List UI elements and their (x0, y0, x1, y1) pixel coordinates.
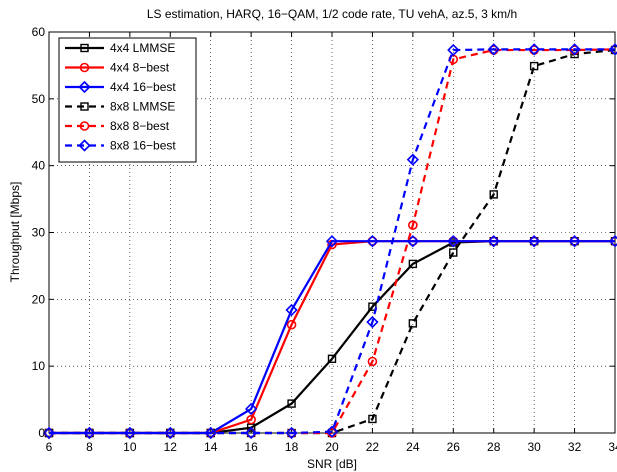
data-point (368, 302, 377, 311)
legend-entry: 4x4 16−best (65, 80, 176, 94)
legend-label: 8x8 16−best (110, 139, 176, 153)
data-point (325, 235, 339, 248)
data-point (608, 235, 617, 248)
data-point (286, 319, 297, 330)
data-point (366, 235, 379, 248)
data-point (608, 43, 617, 56)
data-point (123, 426, 136, 440)
x-axis-label: SNR [dB] (307, 457, 357, 471)
data-point (245, 426, 258, 440)
data-point (447, 235, 460, 248)
data-point (42, 426, 56, 440)
data-point (204, 426, 217, 440)
data-point (489, 190, 498, 199)
legend-label: 4x4 16−best (110, 80, 176, 94)
data-point (287, 399, 296, 408)
x-tick-label: 14 (204, 440, 218, 454)
y-tick-label: 0 (38, 426, 45, 440)
legend-box (58, 37, 197, 163)
data-point (406, 153, 419, 166)
data-point (487, 43, 500, 56)
legend-label: 8x8 LMMSE (110, 100, 175, 114)
legend-entry: 8x8 16−best (65, 139, 176, 153)
x-tick-label: 30 (527, 440, 541, 454)
data-point (487, 235, 500, 248)
series-layer (42, 43, 617, 440)
data-point (529, 61, 539, 71)
y-tick-label: 20 (32, 292, 46, 306)
y-tick-label: 50 (32, 92, 46, 106)
data-point (570, 49, 579, 59)
legend-marker (80, 102, 89, 111)
x-tick-label: 24 (406, 440, 420, 454)
x-tick-label: 6 (46, 440, 53, 454)
legend-marker (79, 62, 90, 73)
legend-marker (78, 139, 91, 152)
legend-label: 4x4 8−best (110, 61, 170, 75)
data-point (285, 426, 298, 440)
series-line (49, 48, 616, 435)
legend-entry: 4x4 LMMSE (65, 41, 175, 55)
x-tick-label: 22 (366, 440, 380, 454)
legend-label: 8x8 8−best (110, 119, 170, 133)
data-point (366, 315, 379, 329)
legend-marker (78, 80, 91, 94)
series-line (49, 240, 615, 435)
legend-entry: 8x8 8−best (65, 119, 170, 133)
x-tick-label: 16 (244, 440, 258, 454)
data-point (408, 319, 418, 328)
y-tick-label: 60 (32, 25, 46, 39)
x-tick-label: 28 (487, 440, 501, 454)
data-point (528, 43, 541, 56)
legend-entry: 8x8 LMMSE (65, 100, 175, 114)
y-tick-label: 10 (32, 359, 46, 373)
x-tick-label: 8 (86, 440, 93, 454)
grid (49, 32, 615, 433)
x-tick-label: 34 (608, 440, 617, 454)
series-6 (42, 43, 617, 440)
y-tick-label: 40 (32, 159, 46, 173)
x-tick-labels: 6 8 10 12 14 16 18 20 22 24 26 28 30 32 34 (46, 440, 617, 454)
x-tick-label: 12 (164, 440, 178, 454)
data-point (568, 235, 581, 248)
data-point (408, 259, 418, 269)
data-point (568, 43, 581, 56)
x-tick-label: 18 (285, 440, 299, 454)
data-point (83, 426, 96, 440)
data-point (368, 414, 377, 424)
data-point (285, 303, 298, 317)
legend-entry: 4x4 8−best (65, 61, 170, 75)
legend: 4x4 LMMSE 4x4 8−best 4x4 16−best 8x8 LMMSE 8… (58, 37, 197, 163)
legend-marker (80, 43, 89, 53)
data-point (246, 414, 256, 425)
x-tick-label: 20 (325, 440, 339, 454)
x-tick-label: 32 (568, 440, 582, 454)
data-point (245, 402, 258, 416)
data-point (164, 426, 177, 440)
data-point (367, 356, 378, 367)
data-point (325, 425, 339, 438)
legend-marker (79, 121, 90, 131)
chart-title: LS estimation, HARQ, 16−QAM, 1/2 code ra… (147, 7, 517, 21)
data-point (327, 354, 337, 364)
legend-label: 4x4 LMMSE (110, 41, 175, 55)
x-tick-label: 26 (447, 440, 461, 454)
data-point (447, 43, 460, 57)
data-point (408, 220, 418, 230)
data-point (528, 235, 541, 248)
data-point (449, 248, 458, 257)
y-tick-labels: 0 10 20 30 40 50 60 (32, 25, 46, 440)
y-tick-label: 30 (32, 226, 46, 240)
x-tick-label: 10 (123, 440, 137, 454)
y-axis-label: Throughput [Mbps] (8, 182, 22, 283)
